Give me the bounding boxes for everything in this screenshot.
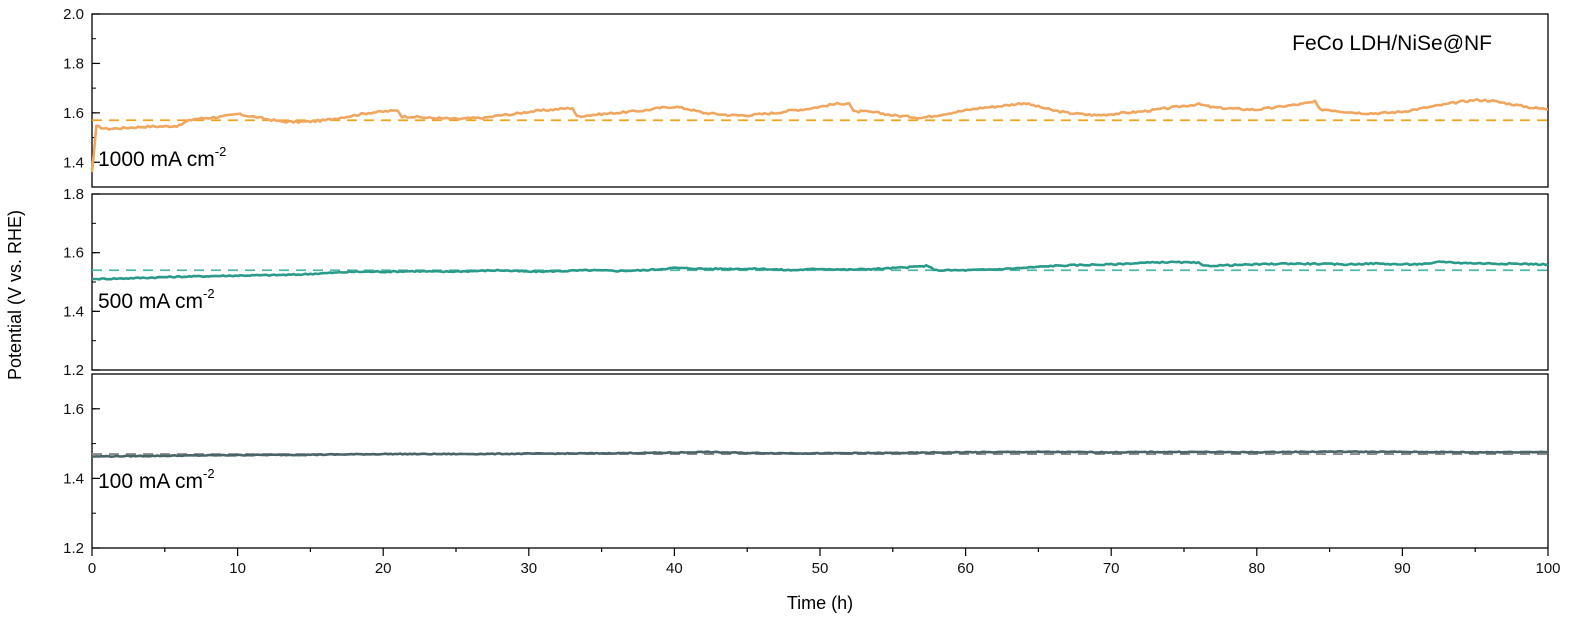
panel-frame xyxy=(91,373,1549,549)
series-line xyxy=(90,98,1549,173)
y-axis-title: Potential (V vs. RHE) xyxy=(5,210,25,380)
x-tick-label: 20 xyxy=(375,560,392,577)
x-tick-label: 60 xyxy=(957,560,974,577)
y-tick-label: 1.8 xyxy=(63,55,84,72)
panel-frame xyxy=(91,193,1549,371)
y-tick-label: 1.6 xyxy=(63,245,84,262)
x-tick-label: 0 xyxy=(88,560,96,577)
panel-3: 1.2 1.4 1.6 100 mA cm-2 xyxy=(63,373,1549,557)
panel-2: 1.2 1.4 1.6 1.8 500 mA cm-2 xyxy=(63,186,1549,379)
y-tick-label: 1.2 xyxy=(63,540,84,557)
y-tick-label: 1.2 xyxy=(63,362,84,379)
current-density-label: 1000 mA cm-2 xyxy=(98,144,226,171)
y-tick-label: 1.4 xyxy=(63,154,84,171)
y-tick-label: 2.0 xyxy=(63,6,84,23)
series-line xyxy=(91,260,1549,281)
x-tick-label: 30 xyxy=(520,560,537,577)
current-density-label: 100 mA cm-2 xyxy=(98,466,215,493)
y-tick-label: 1.6 xyxy=(63,401,84,418)
x-tick-label: 40 xyxy=(666,560,683,577)
y-tick-label: 1.4 xyxy=(63,303,84,320)
series-line xyxy=(92,449,1548,459)
x-tick-label: 90 xyxy=(1394,560,1411,577)
current-density-label: 500 mA cm-2 xyxy=(98,286,215,313)
y-tick-label: 1.8 xyxy=(63,186,84,203)
y-tick-label: 1.6 xyxy=(63,105,84,122)
x-tick-label: 10 xyxy=(229,560,246,577)
y-tick-label: 1.4 xyxy=(63,470,84,487)
x-tick-label: 80 xyxy=(1248,560,1265,577)
x-axis: 0 10 20 30 40 50 60 70 80 90 100 xyxy=(88,548,1561,577)
panel-1: 1.4 1.6 1.8 2.0 1000 mA cm-2 xyxy=(63,6,1549,188)
panels-layer: 1.4 1.6 1.8 2.0 1000 mA cm-2 1.2 1.4 1.6 1.8 500 … xyxy=(63,6,1549,557)
sample-annotation: FeCo LDH/NiSe@NF xyxy=(1292,32,1492,55)
x-tick-label: 100 xyxy=(1535,560,1560,577)
x-axis-title: Time (h) xyxy=(787,593,853,613)
x-tick-label: 70 xyxy=(1103,560,1120,577)
panel-frame xyxy=(91,13,1549,188)
x-tick-label: 50 xyxy=(812,560,829,577)
